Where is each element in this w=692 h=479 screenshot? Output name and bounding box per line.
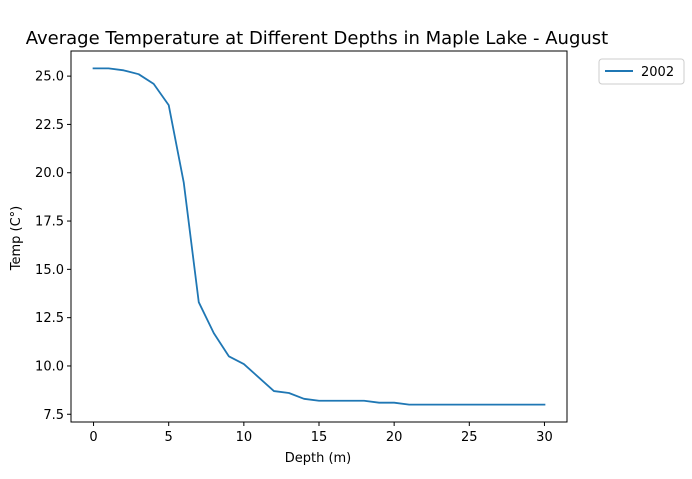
x-tick-label: 10 bbox=[236, 430, 253, 445]
legend-frame bbox=[598, 58, 685, 85]
y-tick-label: 17.5 bbox=[35, 215, 64, 230]
x-tick-label: 15 bbox=[311, 430, 328, 445]
y-tick-label: 7.5 bbox=[43, 408, 64, 423]
plot-frame bbox=[70, 50, 568, 423]
y-axis: 7.5 10.0 12.5 15.0 17.5 20.0 22.5 25.0 bbox=[35, 70, 71, 423]
y-tick-label: 20.0 bbox=[35, 166, 64, 181]
y-tick-label: 10.0 bbox=[35, 359, 64, 374]
plot-area bbox=[70, 50, 568, 423]
legend-label-2002: 2002 bbox=[641, 65, 674, 80]
x-tick-label: 0 bbox=[89, 430, 97, 445]
y-tick-label: 22.5 bbox=[35, 118, 64, 133]
series-layer bbox=[92, 67, 546, 406]
x-axis: 0 5 10 15 20 25 30 bbox=[89, 422, 553, 445]
x-tick-label: 5 bbox=[165, 430, 173, 445]
y-tick-label: 15.0 bbox=[35, 263, 64, 278]
legend: 2002 bbox=[598, 58, 685, 85]
x-axis-label: Depth (m) bbox=[285, 451, 352, 466]
y-tick-label: 12.5 bbox=[35, 311, 64, 326]
y-tick-label: 25.0 bbox=[35, 70, 64, 85]
series-line-2002 bbox=[92, 67, 546, 406]
chart-title: Average Temperature at Different Depths … bbox=[26, 28, 608, 49]
x-tick-label: 30 bbox=[536, 430, 553, 445]
x-tick-label: 25 bbox=[461, 430, 478, 445]
x-tick-label: 20 bbox=[386, 430, 403, 445]
y-axis-label: Temp (C°) bbox=[9, 206, 24, 272]
